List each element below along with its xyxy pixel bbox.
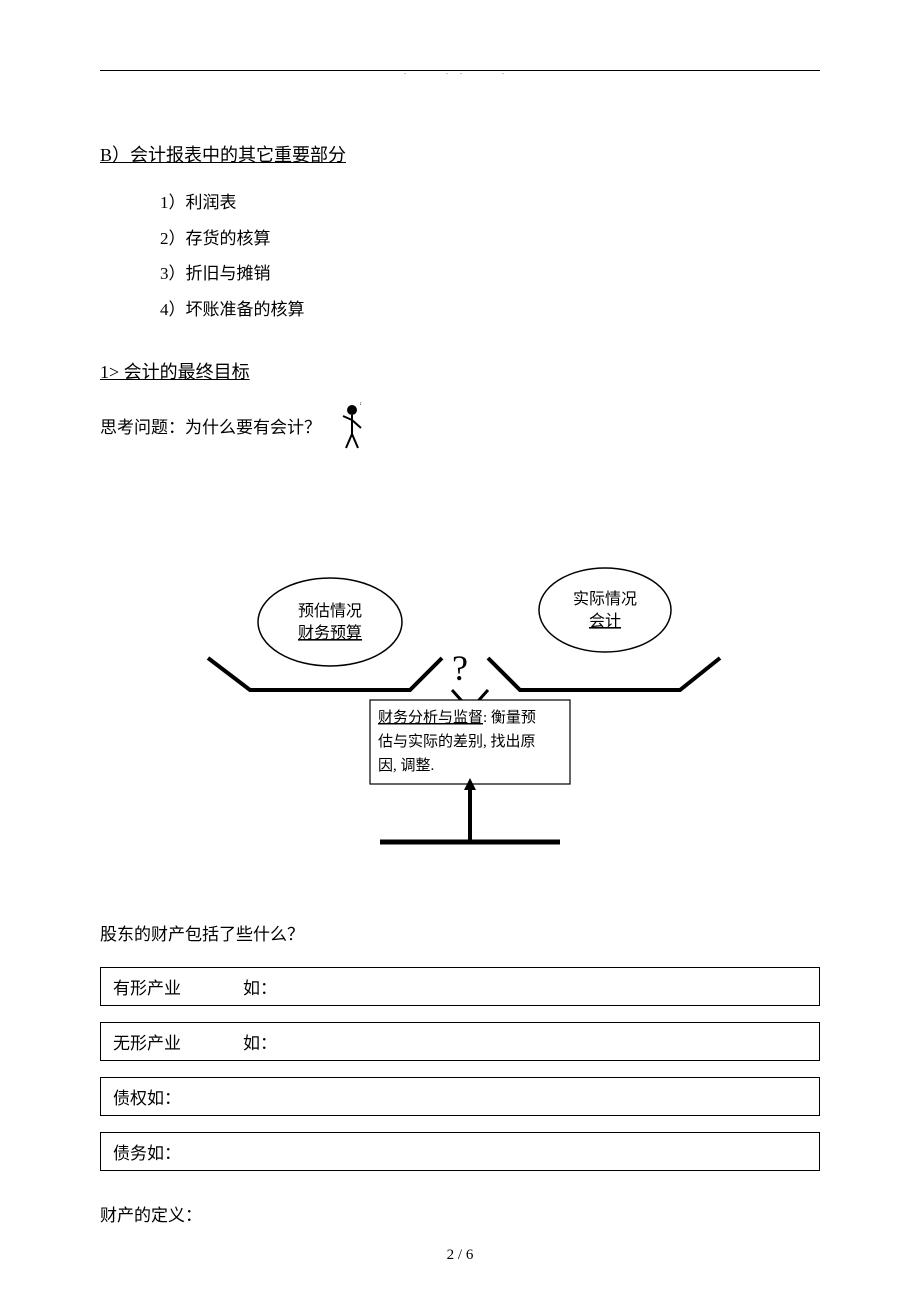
boxed-label: 债务如： (113, 1139, 181, 1164)
diagram-svg: 预估情况 财务预算 实际情况 会计 ? 财务分析与监督: 衡量预 估与实际的差别… (180, 550, 740, 860)
think-question-row: 思考问题：为什么要有会计？ ? (100, 402, 820, 450)
boxed-prompt: 如： (243, 974, 277, 999)
page-number: 2 / 6 (0, 1247, 920, 1264)
document-page: . .. . B）会计报表中的其它重要部分 1）利润表 2）存货的核算 3）折旧… (0, 0, 920, 1302)
center-box-line2: 估与实际的差别, 找出原 (378, 733, 536, 750)
right-ellipse (539, 568, 671, 652)
svg-text:?: ? (359, 402, 362, 407)
think-question-text: 思考问题：为什么要有会计？ (100, 413, 321, 438)
boxed-prompt: 如： (243, 1029, 277, 1054)
list-item: 4）坏账准备的核算 (160, 292, 820, 328)
header-dots: . .. . (404, 67, 516, 76)
center-box-line3: 因, 调整. (378, 757, 434, 774)
balance-scale-diagram: 预估情况 财务预算 实际情况 会计 ? 财务分析与监督: 衡量预 估与实际的差别… (180, 550, 740, 860)
boxed-label: 无形产业 (113, 1029, 243, 1054)
right-ellipse-line1: 实际情况 (573, 590, 637, 608)
boxed-row-receivable: 债权如： (100, 1077, 820, 1116)
shareholder-question: 股东的财产包括了些什么？ (100, 920, 820, 945)
question-mark: ? (452, 648, 468, 688)
section-1-heading: 1> 会计的最终目标 (100, 358, 820, 384)
left-ellipse (258, 578, 402, 666)
list-item: 3）折旧与摊销 (160, 256, 820, 292)
list-item: 2）存货的核算 (160, 221, 820, 257)
right-ellipse-line2: 会计 (589, 612, 621, 630)
list-item: 1）利润表 (160, 185, 820, 221)
boxed-row-payable: 债务如： (100, 1132, 820, 1171)
boxed-label: 债权如： (113, 1084, 181, 1109)
left-ellipse-line1: 预估情况 (298, 602, 362, 620)
scale-right-pan (488, 658, 720, 690)
boxed-row-tangible: 有形产业 如： (100, 967, 820, 1006)
section-b-list: 1）利润表 2）存货的核算 3）折旧与摊销 4）坏账准备的核算 (100, 185, 820, 328)
thinking-person-icon: ? (339, 402, 365, 450)
left-ellipse-line2: 财务预算 (298, 623, 362, 642)
definition-label: 财产的定义： (100, 1201, 820, 1226)
header-rule: . .. . (100, 70, 820, 71)
section-b-heading: B）会计报表中的其它重要部分 (100, 141, 820, 167)
boxed-label: 有形产业 (113, 974, 243, 999)
boxed-row-intangible: 无形产业 如： (100, 1022, 820, 1061)
center-box-line1: 财务分析与监督: 衡量预 (378, 709, 536, 726)
